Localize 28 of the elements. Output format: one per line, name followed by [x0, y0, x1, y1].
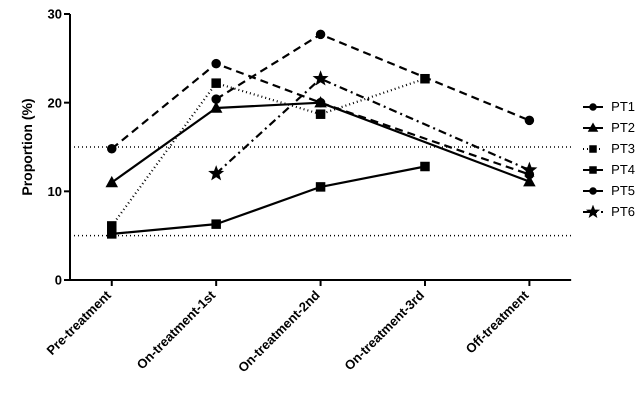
point: [524, 116, 534, 126]
legend-label: PT5: [611, 183, 635, 198]
point: [209, 166, 224, 180]
point: [316, 182, 326, 192]
point: [316, 30, 326, 40]
point: [522, 162, 537, 176]
point: [211, 78, 221, 88]
point: [313, 71, 328, 85]
point: [211, 94, 221, 104]
point: [107, 229, 117, 239]
legend-label: PT4: [611, 162, 635, 177]
point: [211, 219, 221, 229]
y-axis-title: Proportion (%): [18, 98, 35, 196]
point: [107, 144, 117, 154]
y-tick-label: 30: [48, 6, 62, 22]
legend-label: PT1: [611, 99, 635, 114]
legend-label: PT3: [611, 141, 635, 156]
legend-label: PT6: [611, 204, 635, 219]
point: [106, 176, 118, 188]
legend-label: PT2: [611, 120, 635, 135]
y-tick-label: 20: [48, 95, 62, 110]
y-tick-label: 10: [48, 184, 62, 199]
point: [420, 74, 430, 84]
point: [211, 58, 221, 68]
point: [210, 102, 222, 113]
point: [316, 109, 326, 119]
point: [420, 162, 430, 172]
y-tick-label: 0: [54, 272, 62, 288]
